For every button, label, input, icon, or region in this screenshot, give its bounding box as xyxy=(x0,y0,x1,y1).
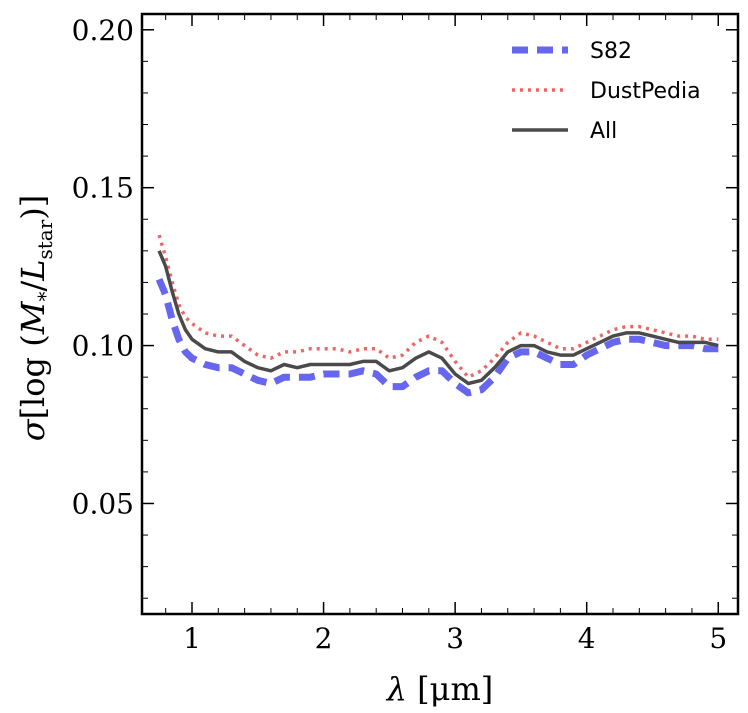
legend-label-dustpedia: DustPedia xyxy=(590,79,701,104)
legend-label-s82: S82 xyxy=(590,39,632,64)
y-label-slash: / xyxy=(14,281,52,292)
x-tick-label: 2 xyxy=(315,622,333,655)
legend-label-all: All xyxy=(590,119,617,144)
series-line-s82 xyxy=(155,277,719,397)
y-tick-label: 0.20 xyxy=(72,14,134,47)
x-tick-label: 3 xyxy=(446,622,464,655)
series-lines xyxy=(155,234,719,397)
y-label-sigma: σ xyxy=(14,418,52,441)
x-tick-label: 4 xyxy=(578,622,596,655)
y-tick-labels: 0.05 0.10 0.15 0.20 xyxy=(72,14,134,521)
series-line-all xyxy=(157,250,719,386)
y-label-L-sub: star xyxy=(33,219,57,259)
y-tick-label: 0.05 xyxy=(72,487,134,520)
x-axis-title: λ [μm] xyxy=(385,670,494,708)
y-axis-title: σ[log (M*/Lstar)] xyxy=(14,195,57,442)
x-label-lambda: λ xyxy=(385,670,407,708)
y-label-L: L xyxy=(14,260,52,282)
axis-ticks xyxy=(142,14,738,614)
y-label-close: )] xyxy=(14,195,52,220)
legend: S82 DustPedia All xyxy=(512,39,701,144)
x-tick-label: 1 xyxy=(183,622,201,655)
y-label-open: [log ( xyxy=(14,334,52,419)
x-label-rest: [μm] xyxy=(407,670,493,708)
plot-frame xyxy=(140,12,740,616)
x-tick-label: 5 xyxy=(709,622,727,655)
y-label-M: M xyxy=(14,300,52,335)
y-label-M-sub: * xyxy=(33,292,57,302)
x-tick-labels: 1 2 3 4 5 xyxy=(183,622,727,655)
y-tick-label: 0.10 xyxy=(72,330,134,363)
y-tick-label: 0.15 xyxy=(72,172,134,205)
